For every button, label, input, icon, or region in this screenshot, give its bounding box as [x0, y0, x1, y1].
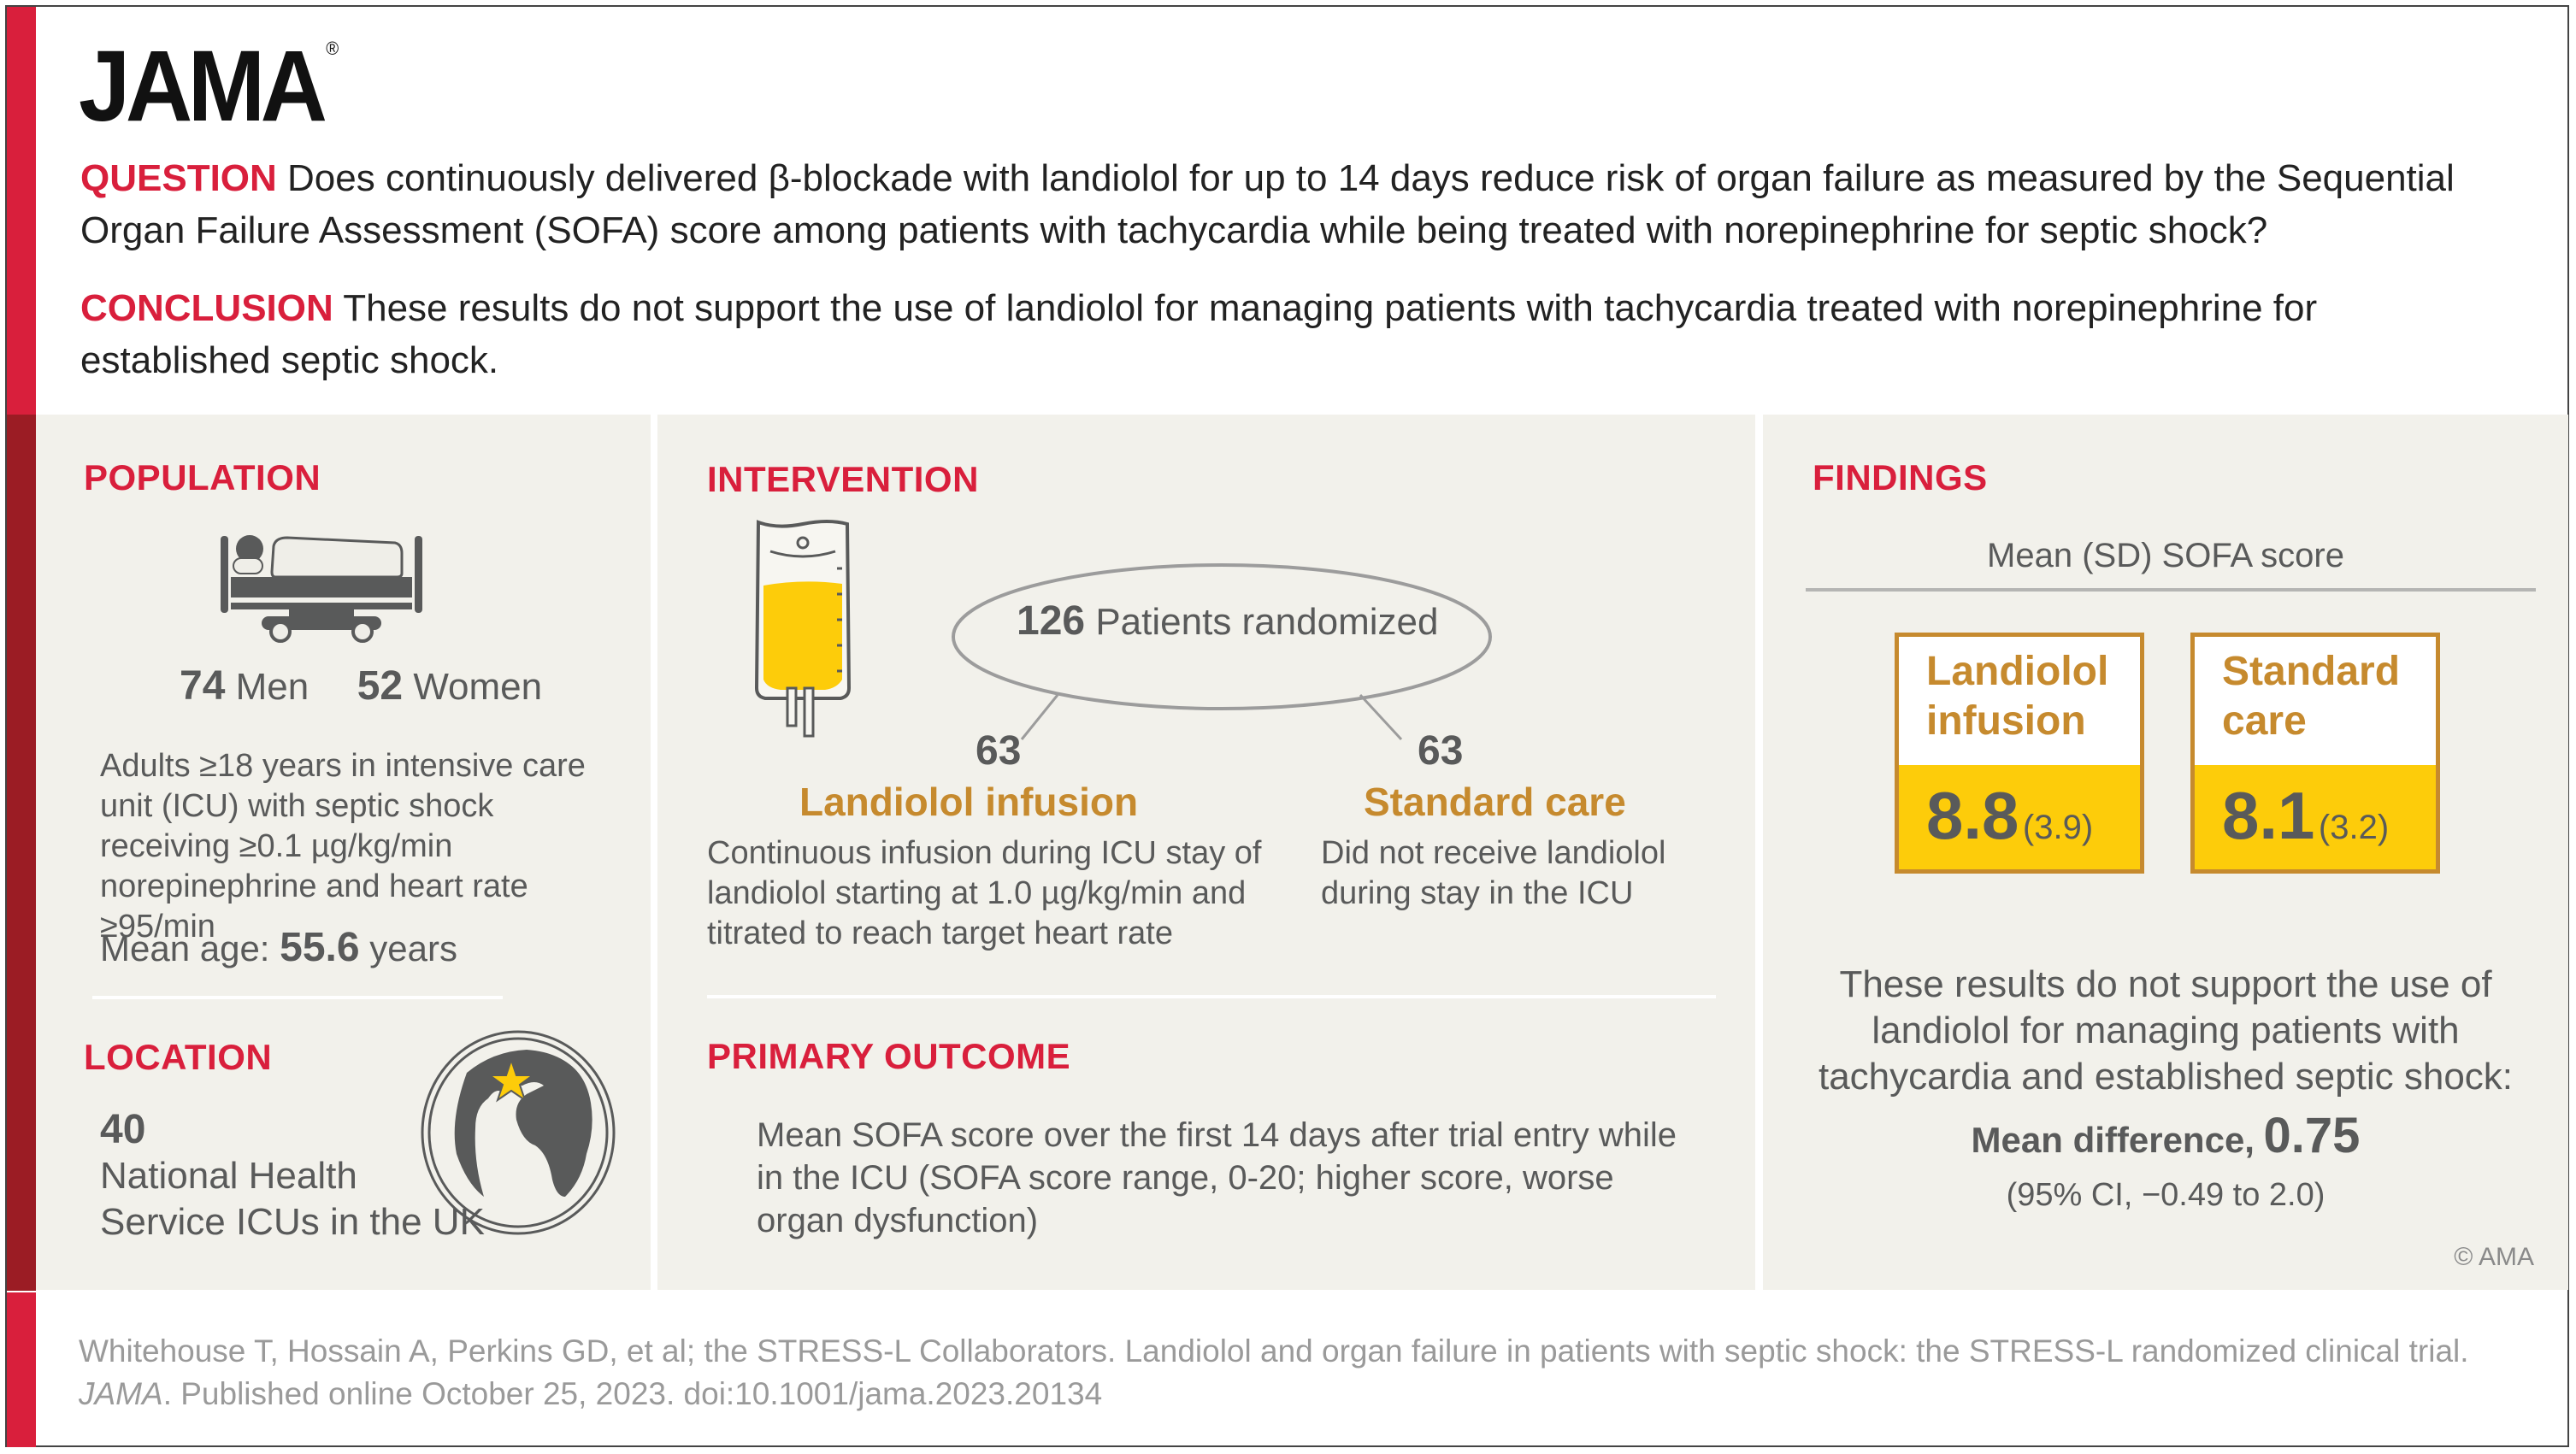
women-label: Women	[413, 666, 543, 708]
mean-difference: Mean difference, 0.75	[1763, 1111, 2568, 1163]
intervention-panel: INTERVENTION 126 Patients randomized 63 …	[657, 415, 1755, 1290]
registered-mark: ®	[326, 38, 339, 59]
question-text: Does continuously delivered β-blockade w…	[80, 157, 2455, 251]
globe-star-icon	[421, 1030, 616, 1235]
confidence-interval: (95% CI, −0.49 to 2.0)	[2006, 1177, 2325, 1213]
mean-age: Mean age: 55.6 years	[100, 925, 457, 970]
mean-age-label: Mean age:	[100, 928, 270, 968]
journal-name: JAMA	[79, 1376, 163, 1411]
landiolol-group-name: Landiolol infusion	[1899, 637, 2140, 765]
arm-1-description: Continuous infusion during ICU stay of l…	[707, 835, 1262, 951]
men-count: 74	[180, 663, 226, 709]
citation-details: . Published online October 25, 2023. doi…	[162, 1376, 1103, 1411]
findings-summary: These results do not support the use of …	[1818, 963, 2514, 1098]
conclusion-block: CONCLUSION These results do not support …	[80, 282, 2423, 386]
population-description: Adults ≥18 years in intensive care unit …	[100, 748, 586, 945]
arm-2-name: Standard care	[1364, 780, 1626, 824]
mean-difference-value: 0.75	[2263, 1108, 2361, 1163]
conclusion-text: These results do not support the use of …	[80, 287, 2318, 381]
mean-value: 8.8	[1926, 778, 2019, 853]
findings-panel: FINDINGS Mean (SD) SOFA score Landiolol …	[1763, 415, 2568, 1290]
landiolol-result-box: Landiolol infusion 8.8 (3.9)	[1895, 633, 2144, 874]
mean-difference-label: Mean difference,	[1971, 1120, 2255, 1160]
randomized-label: 126 Patients randomized	[1017, 598, 1439, 644]
location-line2: Service ICUs in the UK	[100, 1201, 485, 1243]
sd-value: (3.2)	[2318, 809, 2390, 846]
infographic-frame	[5, 5, 2569, 1447]
findings-subtitle: Mean (SD) SOFA score	[1987, 537, 2344, 574]
mean-age-value: 55.6	[280, 925, 360, 970]
question-block: QUESTION Does continuously delivered β-b…	[80, 152, 2543, 256]
copyright: © AMA	[2454, 1243, 2534, 1271]
location-title: LOCATION	[84, 1037, 273, 1077]
accent-bar-middle	[7, 415, 36, 1291]
standard-care-result-box: Standard care 8.1 (3.2)	[2190, 633, 2440, 874]
citation-line1: Whitehouse T, Hossain A, Perkins GD, et …	[79, 1333, 2469, 1369]
location-count: 40	[100, 1107, 146, 1152]
population-panel: POPULATION 74 Men 52 Women Adults ≥18 ye…	[36, 415, 651, 1290]
jama-logo: JAMA ®	[79, 36, 339, 137]
sd-value: (3.9)	[2022, 809, 2094, 846]
group-name-line2: care	[2222, 698, 2307, 744]
primary-outcome-title: PRIMARY OUTCOME	[707, 1036, 1071, 1076]
randomized-text: Patients randomized	[1095, 601, 1439, 643]
mean-value: 8.1	[2222, 778, 2315, 853]
standard-care-score: 8.1 (3.2)	[2195, 765, 2436, 869]
arm-2-description: Did not receive landiolol during stay in…	[1321, 835, 1666, 911]
randomization-ellipse	[952, 563, 1492, 741]
arm-1-name: Landiolol infusion	[799, 780, 1139, 824]
findings-title: FINDINGS	[1813, 457, 1988, 497]
logo-text: JAMA	[79, 30, 327, 143]
mean-age-unit: years	[369, 928, 457, 968]
arm-2-count: 63	[1418, 728, 1464, 774]
location-line1: National Health	[100, 1155, 357, 1197]
group-name-line1: Standard	[2222, 649, 2401, 694]
primary-outcome-text: Mean SOFA score over the first 14 days a…	[757, 1116, 1677, 1239]
population-title: POPULATION	[84, 457, 321, 497]
conclusion-label: CONCLUSION	[80, 287, 333, 329]
question-label: QUESTION	[80, 157, 277, 199]
arm-1-count: 63	[976, 728, 1022, 774]
hospital-bed-icon	[221, 535, 422, 643]
iv-bag-icon	[754, 520, 852, 738]
accent-bar-top	[7, 7, 36, 415]
accent-bar-bottom	[7, 1292, 36, 1447]
subtitle-rule	[1806, 588, 2536, 592]
randomized-count: 126	[1017, 598, 1086, 644]
group-name-line2: infusion	[1926, 698, 2086, 744]
citation: Whitehouse T, Hossain A, Perkins GD, et …	[79, 1330, 2469, 1416]
landiolol-score: 8.8 (3.9)	[1899, 765, 2140, 869]
sex-breakdown: 74 Men 52 Women	[180, 663, 543, 709]
location-text: 40 National Health Service ICUs in the U…	[100, 1107, 485, 1245]
section-divider	[92, 996, 503, 999]
intervention-title: INTERVENTION	[707, 459, 979, 499]
group-name-line1: Landiolol	[1926, 649, 2109, 694]
standard-care-group-name: Standard care	[2195, 637, 2436, 765]
women-count: 52	[357, 663, 404, 709]
men-label: Men	[235, 666, 309, 708]
citation-line2: JAMA. Published online October 25, 2023.…	[79, 1373, 2469, 1416]
section-divider	[707, 995, 1716, 998]
